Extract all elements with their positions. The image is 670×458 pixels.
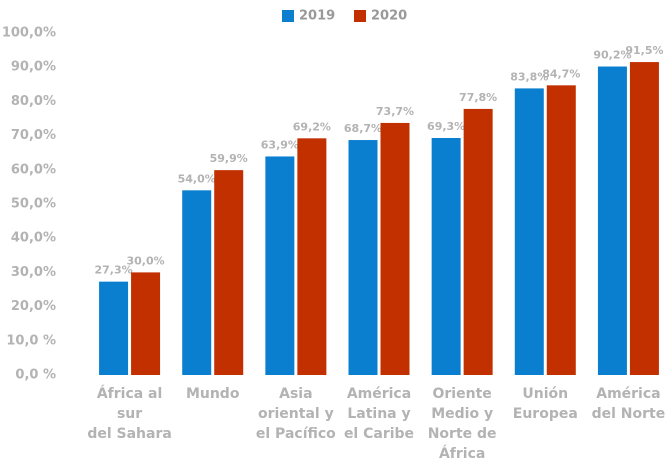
y-tick-label: 20,0% [11, 299, 56, 314]
y-tick-label: 10,0 % [6, 333, 56, 348]
bar [463, 108, 493, 375]
bar [597, 66, 627, 376]
value-label: 84,7% [542, 67, 580, 80]
bar [546, 85, 576, 376]
y-tick-label: 100,0% [2, 26, 56, 41]
value-label: 73,7% [376, 105, 414, 118]
value-label: 30,0% [126, 254, 164, 267]
legend-label: 2020 [371, 9, 407, 24]
value-label: 59,9% [210, 152, 248, 165]
bar [265, 156, 295, 375]
value-label: 54,0% [178, 172, 216, 185]
value-label: 90,2% [593, 49, 631, 62]
value-label: 27,3% [94, 264, 132, 277]
y-tick-label: 40,0% [11, 231, 56, 246]
bar [514, 88, 544, 376]
value-label: 77,8% [459, 91, 497, 104]
x-tick-label: África al sur del Sahara [87, 386, 172, 442]
legend-swatch [354, 10, 366, 22]
bar [431, 137, 461, 375]
y-tick-label: 60,0% [11, 162, 56, 177]
bar [348, 140, 378, 375]
x-tick-label: Asia oriental y el Pacífico [255, 386, 336, 442]
bar [629, 62, 659, 375]
bar [380, 122, 410, 375]
y-tick-label: 80,0% [11, 94, 56, 109]
y-tick-label: 30,0% [11, 265, 56, 280]
bar [214, 170, 244, 375]
legend-swatch [282, 10, 294, 22]
legend-label: 2019 [299, 9, 335, 24]
value-label: 68,7% [344, 122, 382, 135]
bar [99, 281, 129, 375]
y-tick-label: 50,0% [11, 197, 56, 212]
y-tick-label: 0,0 % [15, 368, 56, 383]
x-tick-label: América Latina y el Caribe [343, 386, 415, 442]
value-label: 63,9% [261, 138, 299, 151]
value-label: 91,5% [625, 44, 663, 57]
y-tick-label: 70,0% [11, 128, 56, 143]
bar [182, 190, 212, 375]
x-tick-label: Oriente Medio y Norte de África [427, 386, 497, 458]
x-tick-label: América del Norte [591, 386, 666, 422]
value-label: 69,3% [427, 120, 465, 133]
value-label: 69,2% [293, 120, 331, 133]
x-tick-label: Mundo [185, 386, 240, 402]
y-tick-label: 90,0% [11, 60, 56, 75]
value-label: 83,8% [510, 70, 548, 83]
bar [297, 138, 327, 375]
bar [131, 272, 161, 375]
x-tick-label: Unión Europea [512, 386, 578, 422]
